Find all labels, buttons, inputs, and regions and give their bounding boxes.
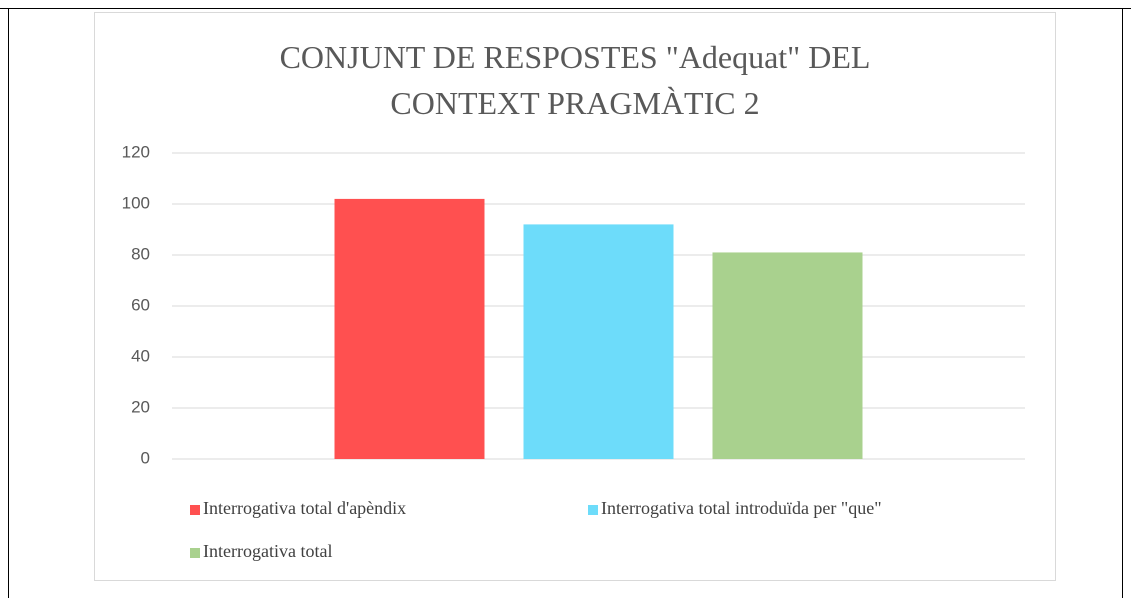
y-tick-label: 20	[131, 397, 150, 416]
y-tick-label: 100	[122, 193, 150, 212]
legend-swatch	[588, 505, 598, 515]
bar	[712, 252, 863, 459]
y-tick-label: 40	[131, 346, 150, 365]
y-tick-label: 60	[131, 295, 150, 314]
y-tick-label: 80	[131, 244, 150, 263]
legend-swatch	[190, 548, 200, 558]
legend-swatch	[190, 505, 200, 515]
chart-title: CONJUNT DE RESPOSTES "Adequat" DEL	[280, 39, 871, 75]
legend-label: Interrogativa total d'apèndix	[203, 498, 406, 518]
legend-label: Interrogativa total	[203, 541, 332, 561]
y-tick-label: 0	[141, 448, 150, 467]
legend-label: Interrogativa total introduïda per "que"	[601, 498, 882, 518]
bar	[334, 198, 485, 459]
y-tick-label: 120	[122, 142, 150, 161]
chart-title: CONTEXT PRAGMÀTIC 2	[390, 85, 759, 121]
bar	[523, 224, 674, 459]
